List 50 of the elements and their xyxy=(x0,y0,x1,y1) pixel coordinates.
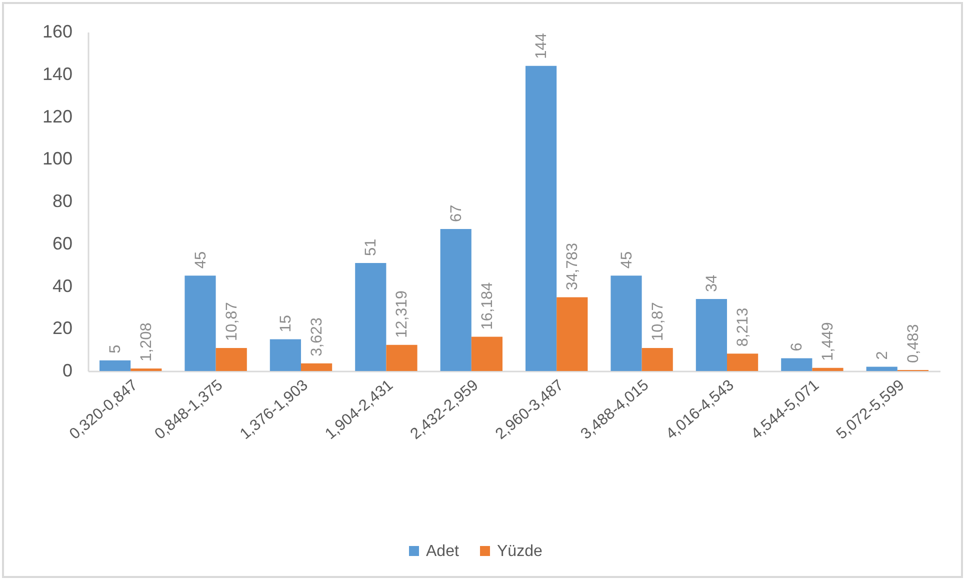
data-label: 15 xyxy=(277,314,294,332)
data-label: 144 xyxy=(533,32,550,59)
bar xyxy=(130,368,162,371)
bar xyxy=(556,297,588,371)
bar xyxy=(100,360,131,371)
bar xyxy=(440,229,472,371)
data-label: 16,184 xyxy=(478,282,496,330)
data-label: 5 xyxy=(107,344,124,354)
legend-label: Yüzde xyxy=(497,543,542,560)
y-tick-label: 100 xyxy=(42,148,72,169)
bar xyxy=(727,354,758,371)
y-tick-label: 140 xyxy=(42,64,72,84)
data-label: 45 xyxy=(192,251,210,269)
y-tick-label: 20 xyxy=(52,318,72,338)
y-tick-label: 80 xyxy=(52,191,72,211)
data-label: 1,208 xyxy=(138,322,156,362)
y-tick-label: 40 xyxy=(52,276,72,296)
bar xyxy=(642,348,673,371)
data-label: 3,623 xyxy=(308,318,326,356)
data-label: 10,87 xyxy=(649,302,666,341)
bar xyxy=(812,368,844,371)
bar xyxy=(355,262,386,371)
y-tick-label: 60 xyxy=(52,233,72,254)
bar xyxy=(471,336,502,371)
y-tick-label: 120 xyxy=(42,106,72,126)
bar xyxy=(696,298,727,371)
data-label: 6 xyxy=(788,342,806,352)
bar xyxy=(610,276,642,371)
bar xyxy=(781,358,812,371)
y-tick-label: 0 xyxy=(62,360,72,380)
bar xyxy=(301,363,332,371)
data-label: 45 xyxy=(618,251,636,269)
data-label: 8,213 xyxy=(734,308,752,347)
bar xyxy=(386,344,418,371)
data-label: 67 xyxy=(448,204,465,222)
bar xyxy=(526,66,557,371)
bar xyxy=(216,348,247,371)
bar xyxy=(270,339,301,371)
legend-label: Adet xyxy=(426,543,460,560)
bar xyxy=(866,366,898,371)
y-tick-label: 160 xyxy=(42,22,72,42)
data-label: 51 xyxy=(362,238,380,256)
data-label: 2 xyxy=(874,351,891,360)
data-label: 34,783 xyxy=(564,242,582,290)
data-label: 1,449 xyxy=(820,322,837,361)
data-label: 0,483 xyxy=(904,324,922,363)
data-label: 34 xyxy=(703,274,720,292)
data-label: 12,319 xyxy=(394,290,411,338)
bar xyxy=(184,276,216,371)
data-label: 10,87 xyxy=(223,302,240,341)
